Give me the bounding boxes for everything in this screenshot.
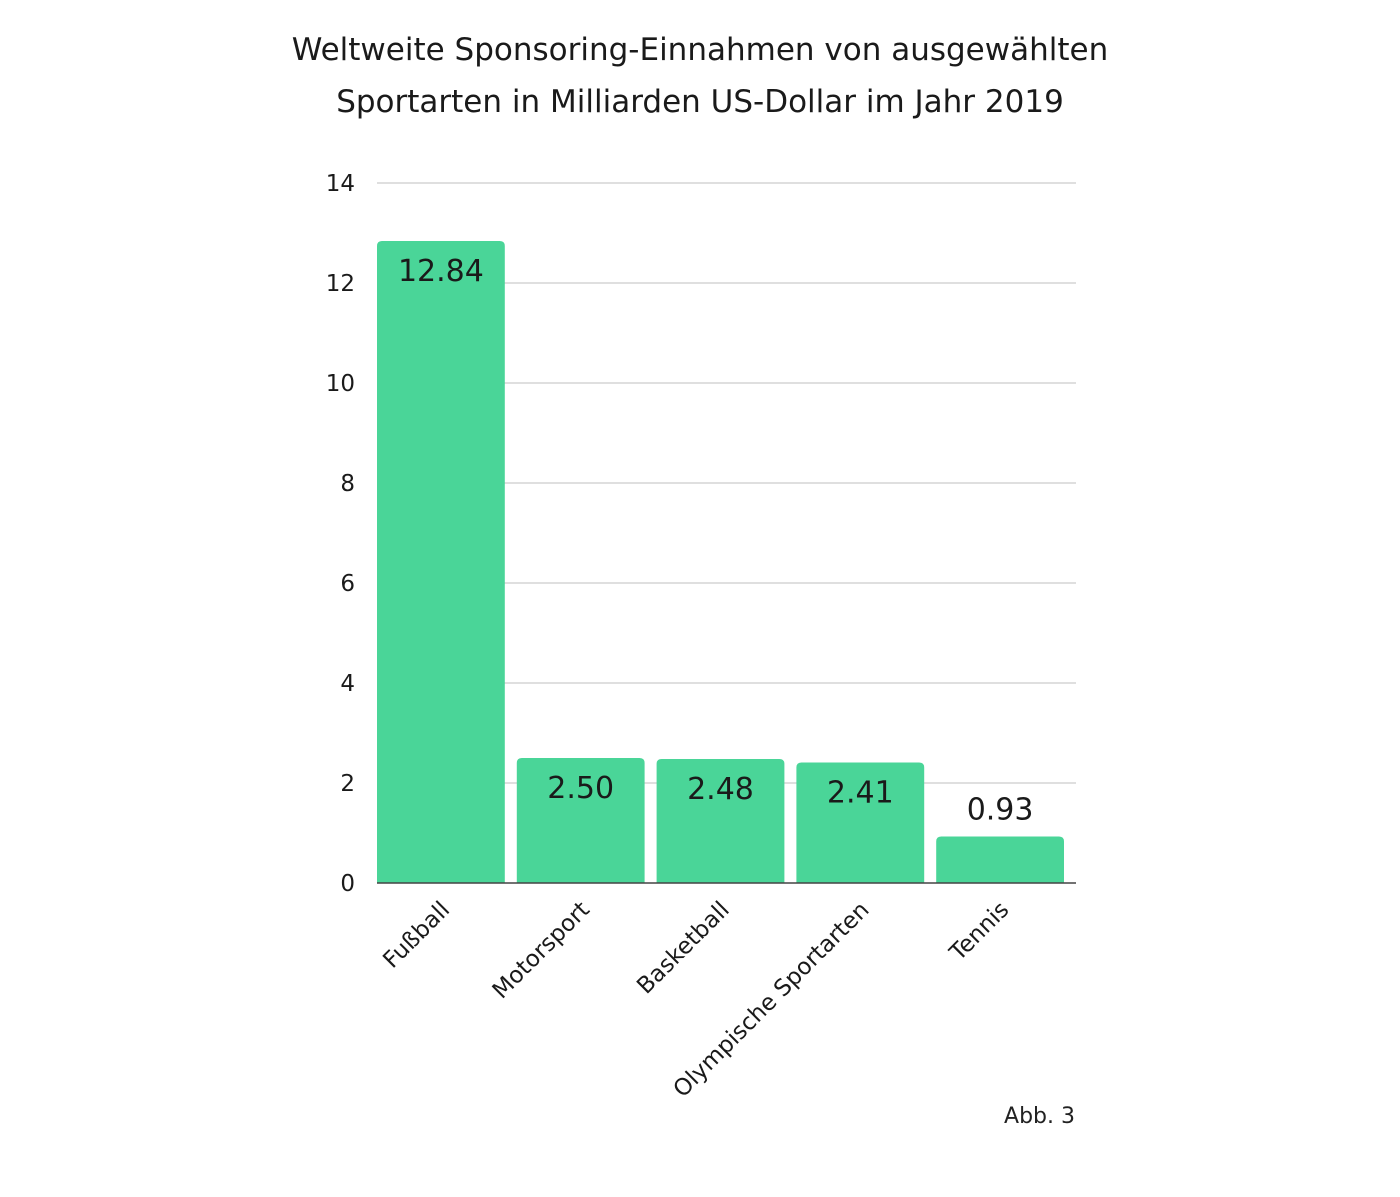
data-label: 2.50 <box>547 771 614 806</box>
x-tick-label: Tennis <box>944 897 1014 967</box>
y-tick-label: 2 <box>340 771 355 797</box>
chart-title: Weltweite Sponsoring-Einnahmen von ausge… <box>0 24 1400 128</box>
y-tick-label: 8 <box>340 471 355 497</box>
bar <box>516 758 645 883</box>
bar <box>377 241 505 883</box>
data-label: 12.84 <box>398 254 484 289</box>
bar <box>936 836 1064 883</box>
x-tick-label: Motorsport <box>488 897 595 1004</box>
x-tick-label: Basketball <box>632 897 735 1000</box>
y-tick-label: 10 <box>326 371 355 397</box>
y-tick-label: 12 <box>326 271 355 297</box>
y-tick-label: 0 <box>340 871 355 897</box>
data-label: 0.93 <box>967 793 1034 828</box>
chart-title-line-1: Weltweite Sponsoring-Einnahmen von ausge… <box>291 32 1109 68</box>
data-label: 2.48 <box>687 772 754 807</box>
y-tick-label: 6 <box>340 571 355 597</box>
chart-title-line-2: Sportarten in Milliarden US-Dollar im Ja… <box>336 84 1064 120</box>
x-tick-label: Fußball <box>378 897 455 974</box>
y-tick-label: 14 <box>326 171 355 197</box>
y-tick-label: 4 <box>340 671 355 697</box>
bar <box>656 759 785 883</box>
bar <box>796 762 925 883</box>
data-label: 2.41 <box>827 776 894 811</box>
figure-note: Abb. 3 <box>1004 1104 1075 1129</box>
